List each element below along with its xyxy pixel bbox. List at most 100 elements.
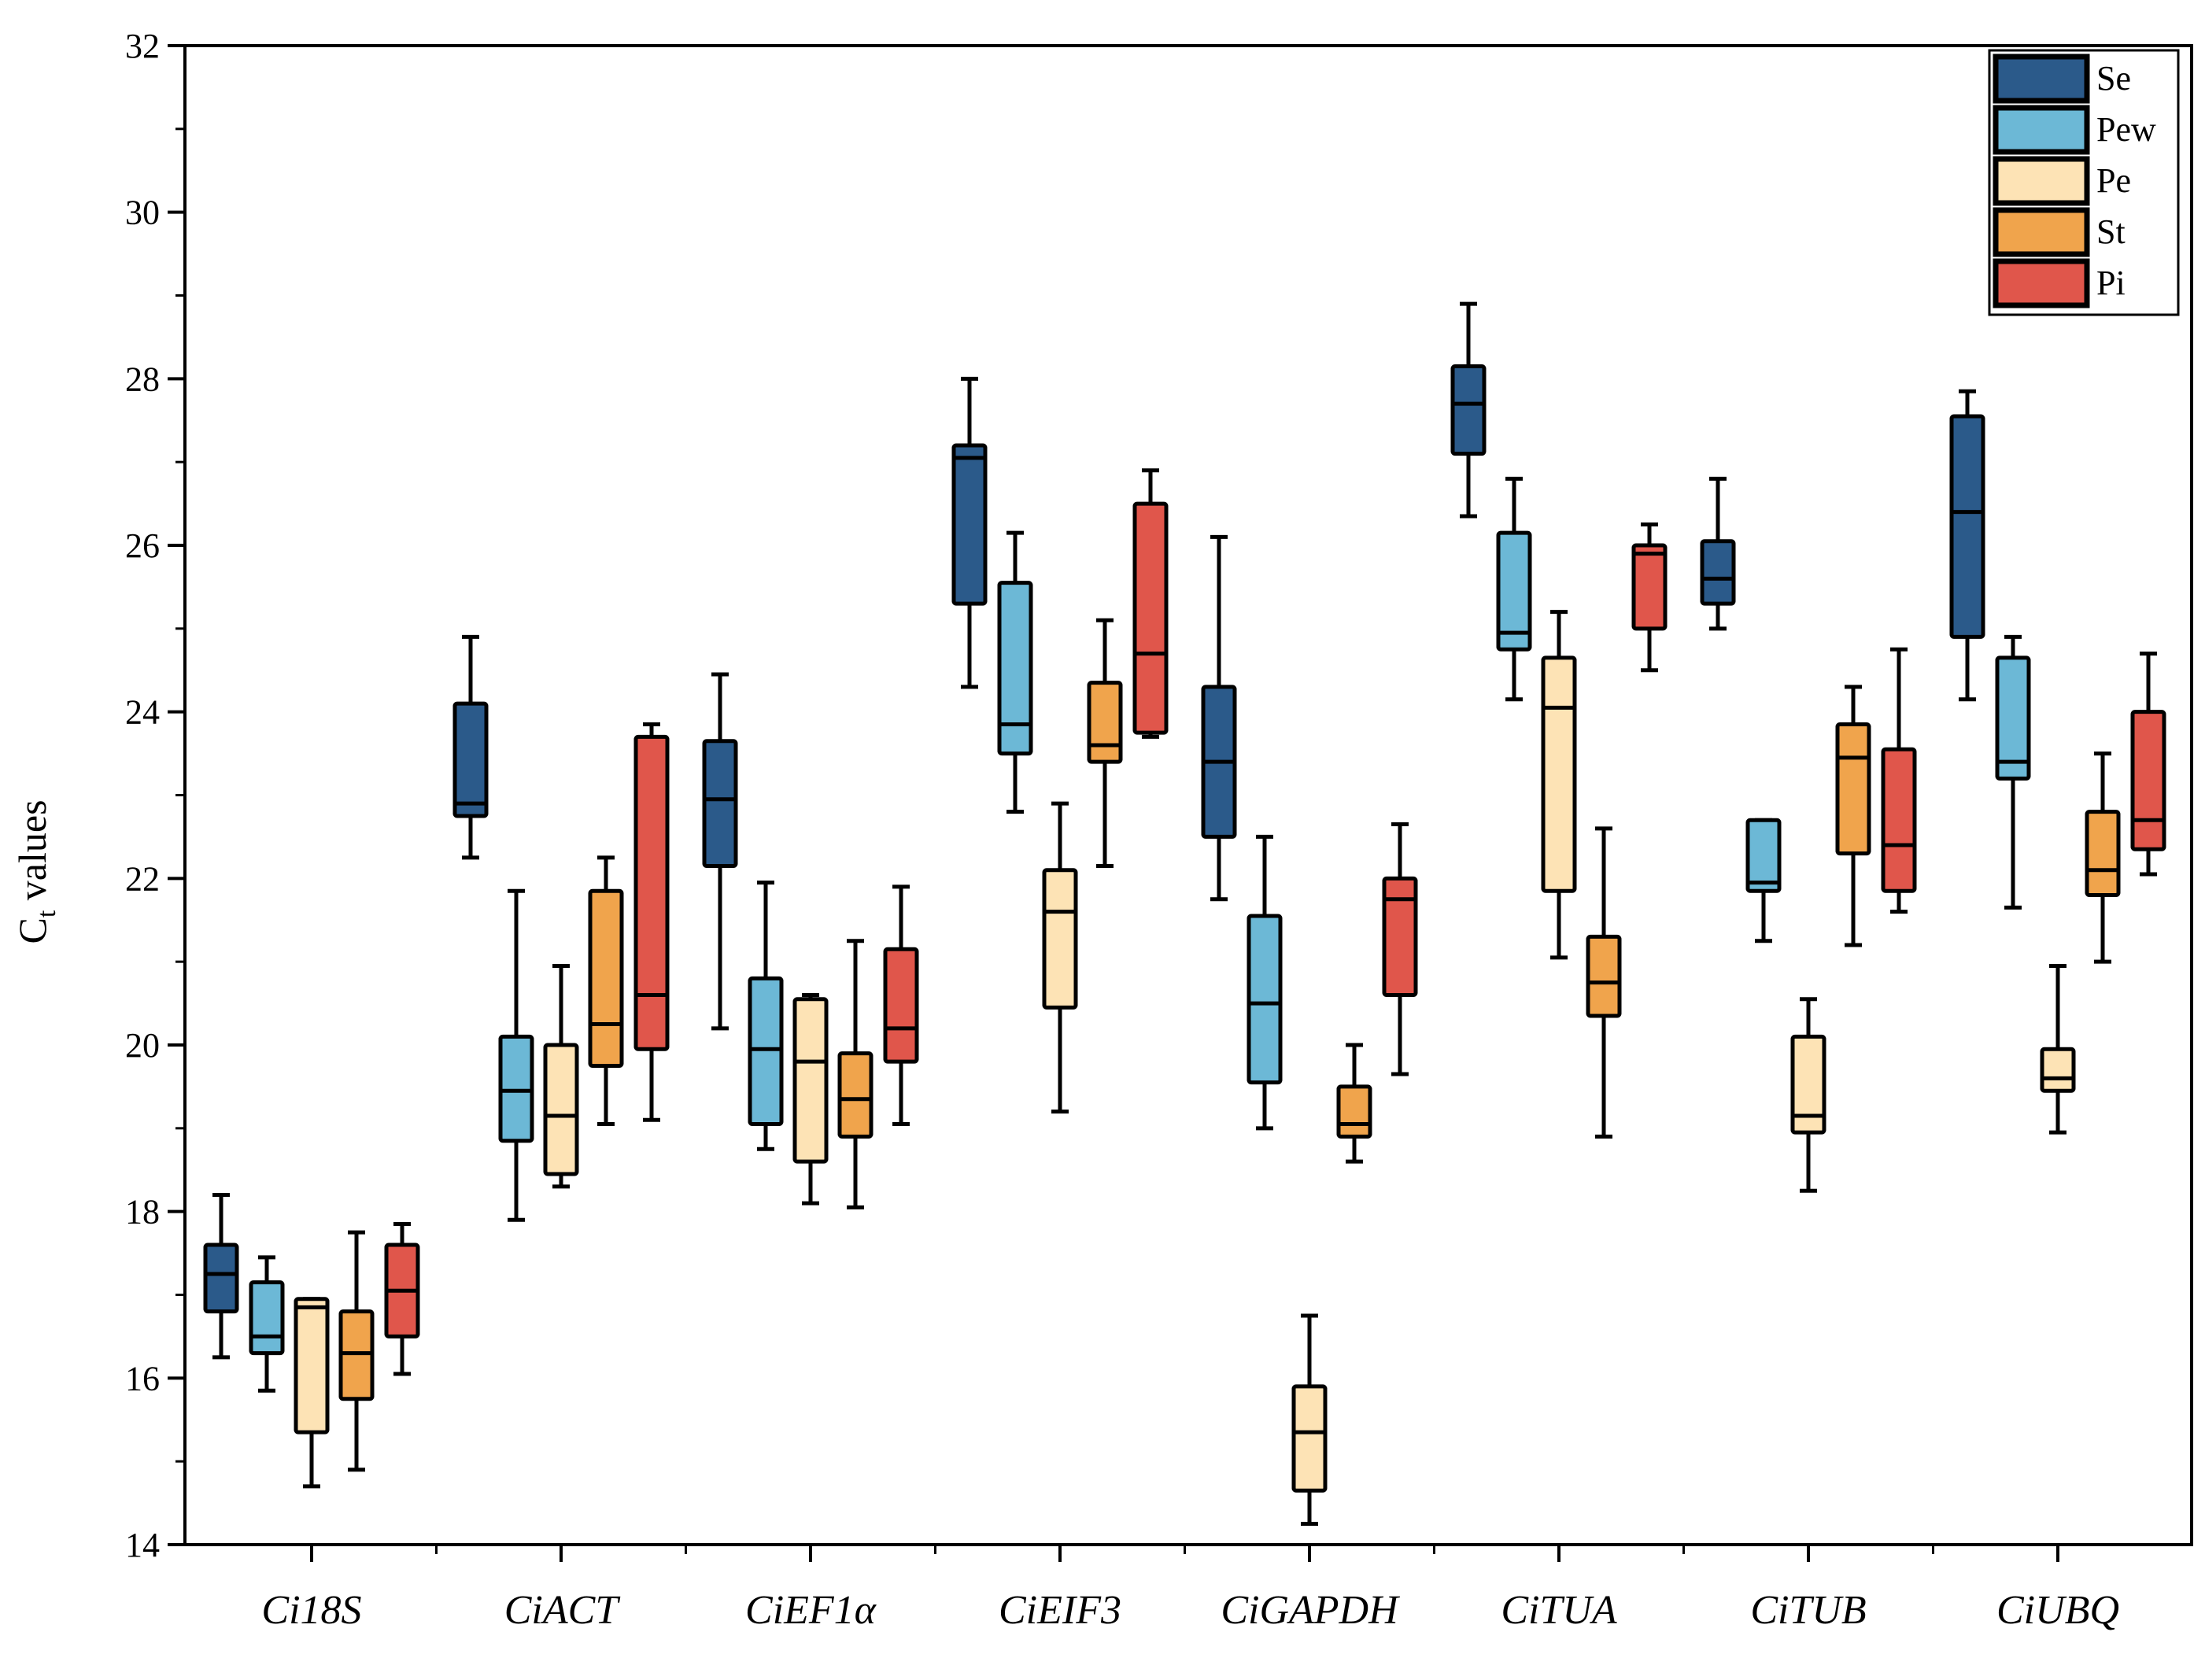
box-body (1247, 914, 1283, 1085)
box-st-citua (1586, 826, 1622, 1139)
box-body (748, 976, 784, 1127)
box-pi-citub (1881, 647, 1917, 914)
legend-item-pe: Pe (1993, 156, 2131, 206)
box-body (837, 1051, 874, 1139)
box-st-ciubq (2085, 751, 2121, 964)
box-body (1586, 934, 1622, 1018)
box-st-cigapdh (1336, 1043, 1372, 1164)
box-body (543, 1043, 579, 1176)
box-body (702, 739, 738, 868)
y-tick-label: 30 (125, 194, 160, 232)
box-se-ci18s (203, 1193, 239, 1360)
legend-item-pi: Pi (1993, 258, 2126, 308)
legend-label: Pe (2096, 161, 2131, 200)
box-pew-ciubq (1995, 634, 2031, 910)
box-pe-citua (1541, 610, 1577, 960)
y-tick-label: 26 (125, 526, 160, 565)
legend-label: Pi (2096, 264, 2126, 302)
box-body (1132, 501, 1169, 735)
box-pi-cieif3 (1132, 468, 1169, 739)
box-body (1291, 1384, 1328, 1493)
box-body (1700, 539, 1736, 606)
box-pi-ci18s (384, 1222, 420, 1376)
box-pi-cief1α (883, 884, 919, 1127)
box-pi-cigapdh (1382, 822, 1418, 1076)
box-body (1087, 681, 1123, 764)
y-axis-title-main: C (10, 918, 54, 943)
box-body (1496, 530, 1532, 652)
box-body (997, 581, 1033, 756)
y-axis-title: Ct values (10, 799, 61, 943)
legend-swatch (1993, 258, 2090, 308)
y-tick-label: 24 (125, 693, 160, 732)
legend-label: Pew (2096, 110, 2156, 149)
box-pew-cief1α (748, 881, 784, 1151)
box-pe-cief1α (792, 993, 829, 1206)
legend-item-pew: Pew (1993, 105, 2156, 155)
box-body (1995, 655, 2031, 781)
x-category-label: CiACT (504, 1588, 621, 1633)
box-pew-ci18s (249, 1255, 285, 1393)
x-category-label: CiUBQ (1996, 1588, 2119, 1633)
box-body (452, 701, 489, 818)
box-body (792, 997, 829, 1164)
box-st-citub (1835, 685, 1871, 947)
y-axis-title-rest: values (10, 799, 54, 910)
axes: 14 16 18 20 22 24 26 28 30 32 Ci18S CiACT CiEF1α CiEI… (125, 27, 2193, 1633)
y-tick-label: 16 (125, 1359, 160, 1398)
y-axis-title-subscript: t (32, 910, 61, 918)
x-category-label: Ci18S (261, 1588, 361, 1633)
x-category-label: CiGAPDH (1221, 1588, 1400, 1633)
box-se-citub (1700, 476, 1736, 631)
legend-label: St (2096, 212, 2126, 251)
box-st-ci18s (338, 1230, 375, 1472)
box-st-ciact (588, 855, 624, 1127)
box-pew-cigapdh (1247, 834, 1283, 1131)
box-pi-ciact (633, 722, 670, 1122)
x-category-label: CiEIF3 (999, 1588, 1121, 1633)
box-pew-citua (1496, 476, 1532, 702)
box-body (2130, 710, 2166, 851)
box-pe-ci18s (294, 1297, 330, 1489)
box-pe-citub (1790, 997, 1826, 1193)
box-se-ciact (452, 634, 489, 860)
box-pew-citub (1745, 818, 1782, 943)
legend-label: Se (2096, 59, 2131, 98)
box-body (249, 1280, 285, 1356)
box-body (294, 1297, 330, 1434)
legend-swatch (1993, 207, 2090, 257)
x-category-label: CiEF1α (745, 1588, 877, 1633)
box-pe-ciubq (2040, 963, 2076, 1135)
box-body (1949, 414, 1985, 639)
x-category-label: CiTUB (1750, 1588, 1866, 1633)
y-tick-label: 20 (125, 1026, 160, 1065)
box-st-cief1α (837, 939, 874, 1209)
box-plot-marks (203, 301, 2166, 1527)
box-body (1631, 543, 1668, 631)
legend: Se Pew Pe St Pi (1988, 49, 2180, 316)
x-category-label: CiTUA (1501, 1588, 1617, 1633)
box-body (1382, 876, 1418, 998)
y-tick-label: 22 (125, 859, 160, 898)
box-body (1541, 655, 1577, 893)
y-tick-label: 32 (125, 27, 160, 65)
box-pi-citua (1631, 522, 1668, 673)
box-pew-cieif3 (997, 530, 1033, 814)
y-tick-label: 28 (125, 360, 160, 398)
box-pe-cigapdh (1291, 1313, 1328, 1527)
box-body (588, 888, 624, 1068)
box-se-cief1α (702, 672, 738, 1031)
box-body (203, 1242, 239, 1314)
box-body (1835, 722, 1871, 856)
box-body (633, 734, 670, 1051)
box-body (2085, 810, 2121, 897)
legend-swatch (1993, 156, 2090, 206)
box-body (883, 947, 919, 1064)
box-body (338, 1309, 375, 1401)
legend-item-se: Se (1993, 54, 2131, 104)
box-body (1790, 1034, 1826, 1135)
box-pe-ciact (543, 963, 579, 1189)
box-body (1450, 364, 1487, 456)
